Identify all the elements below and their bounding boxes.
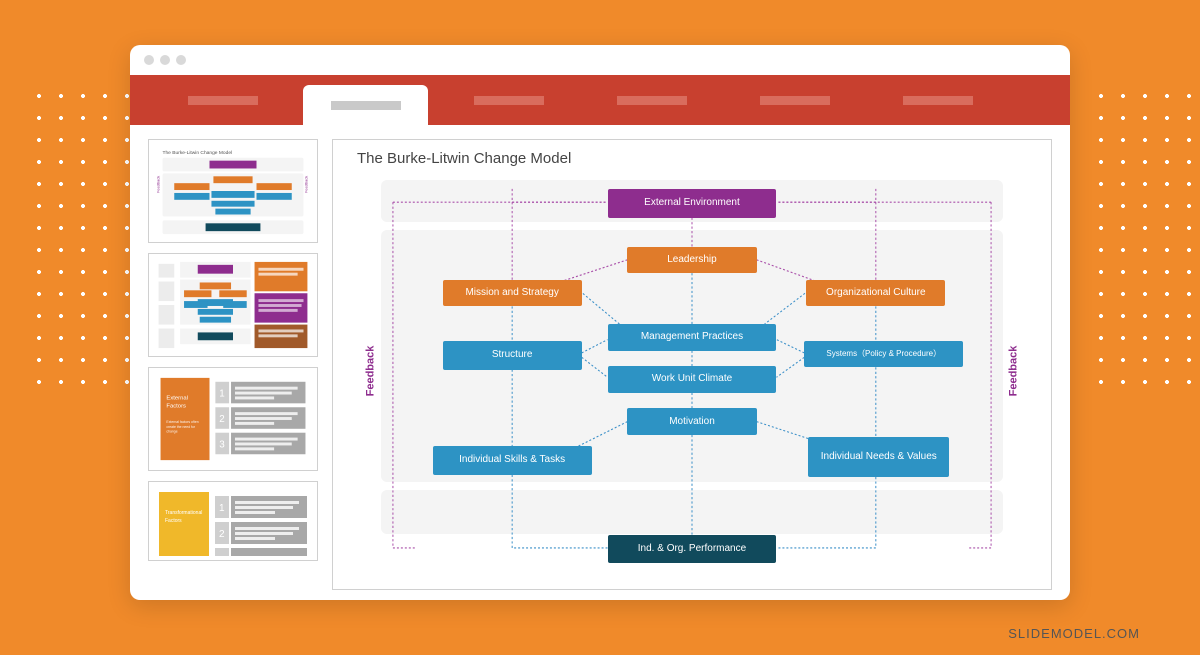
node-perf[interactable]: Ind. & Org. Performance	[608, 535, 777, 564]
slide-thumbnails: The Burke-Litwin Change Model Feedback	[148, 139, 318, 590]
svg-text:create the need for: create the need for	[166, 425, 195, 429]
svg-text:Feedback: Feedback	[303, 176, 308, 193]
main-slide: The Burke-Litwin Change Model Feedback F…	[332, 139, 1052, 590]
node-structure[interactable]: Structure	[443, 341, 582, 370]
svg-text:1: 1	[219, 388, 224, 399]
window-control-dot[interactable]	[144, 55, 154, 65]
thumbnail-2[interactable]	[148, 253, 318, 357]
node-external[interactable]: External Environment	[608, 189, 777, 218]
dot-pattern-left	[28, 85, 138, 400]
browser-chrome	[130, 45, 1070, 75]
ribbon-tab[interactable]	[732, 85, 857, 115]
svg-text:Factors: Factors	[165, 518, 182, 524]
browser-window: The Burke-Litwin Change Model Feedback	[130, 45, 1070, 600]
node-systems[interactable]: Systems（Policy & Procedure）	[804, 341, 963, 368]
dot-pattern-right	[1090, 85, 1200, 400]
node-mgmt[interactable]: Management Practices	[608, 324, 777, 351]
svg-text:External: External	[166, 395, 188, 401]
feedback-label-left: Feedback	[364, 345, 376, 396]
node-culture[interactable]: Organizational Culture	[806, 280, 945, 307]
node-mission[interactable]: Mission and Strategy	[443, 280, 582, 307]
svg-text:2: 2	[219, 529, 225, 540]
ribbon-tab[interactable]	[446, 85, 571, 115]
ribbon-tabs	[130, 75, 1070, 125]
svg-text:Transformational: Transformational	[165, 510, 202, 516]
slide-title: The Burke-Litwin Change Model	[357, 150, 571, 167]
ribbon-tab[interactable]	[875, 85, 1000, 115]
thumbnail-4[interactable]: Transformational Factors 1 2	[148, 481, 318, 561]
svg-text:Feedback: Feedback	[156, 176, 161, 193]
node-needs[interactable]: Individual Needs & Values	[808, 437, 949, 477]
svg-text:The Burke-Litwin Change Model: The Burke-Litwin Change Model	[163, 150, 233, 156]
feedback-label-right: Feedback	[1008, 345, 1020, 396]
svg-text:2: 2	[219, 414, 224, 425]
node-climate[interactable]: Work Unit Climate	[608, 366, 777, 393]
workspace: The Burke-Litwin Change Model Feedback	[130, 125, 1070, 600]
svg-text:Factors: Factors	[166, 403, 186, 409]
diagram-area: External Environment Leadership Mission an…	[381, 180, 1003, 579]
svg-text:change: change	[166, 430, 177, 434]
thumbnail-1[interactable]: The Burke-Litwin Change Model Feedback	[148, 139, 318, 243]
svg-text:3: 3	[219, 439, 225, 450]
ribbon-tab[interactable]	[160, 85, 285, 115]
svg-text:1: 1	[219, 503, 225, 514]
svg-text:External factors often: External factors often	[166, 420, 198, 424]
ribbon-tab[interactable]	[589, 85, 714, 115]
node-leadership[interactable]: Leadership	[627, 247, 756, 274]
ribbon-tab-active[interactable]	[303, 85, 428, 125]
thumbnail-3[interactable]: External Factors External factors often …	[148, 367, 318, 471]
svg-text:3: 3	[219, 555, 225, 556]
window-control-dot[interactable]	[160, 55, 170, 65]
node-skills[interactable]: Individual Skills & Tasks	[433, 446, 592, 475]
diagram-section	[381, 490, 1003, 534]
credit: SLIDEMODEL.COM	[1008, 626, 1140, 641]
node-motivation[interactable]: Motivation	[627, 408, 756, 435]
window-control-dot[interactable]	[176, 55, 186, 65]
